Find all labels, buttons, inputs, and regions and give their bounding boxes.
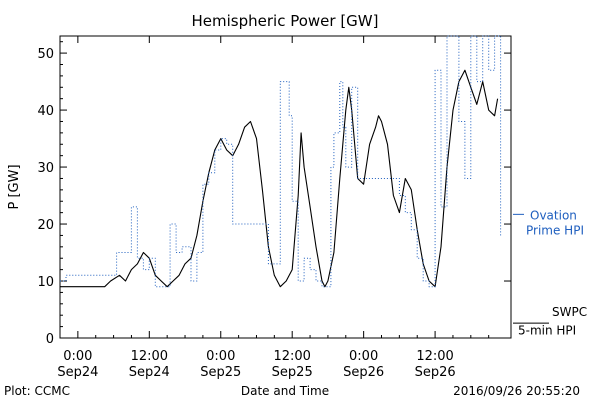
x-tick-label-time: 0:00 bbox=[206, 349, 235, 364]
legend-swpc-label: SWPC bbox=[552, 305, 587, 319]
x-tick-label-time: 0:00 bbox=[349, 349, 378, 364]
plot-credit: Plot: CCMC bbox=[4, 384, 70, 398]
y-axis-label: P [GW] bbox=[7, 164, 22, 209]
y-tick-label: 0 bbox=[46, 332, 54, 347]
x-tick-label-time: 12:00 bbox=[416, 349, 453, 364]
x-axis-label: Date and Time bbox=[241, 384, 329, 398]
chart-title: Hemispheric Power [GW] bbox=[192, 12, 379, 30]
x-tick-label-time: 0:00 bbox=[63, 349, 92, 364]
x-tick-label-date: Sep26 bbox=[343, 365, 384, 380]
x-tick-label-date: Sep24 bbox=[129, 365, 170, 380]
y-tick-label: 30 bbox=[37, 161, 54, 176]
x-axis: 0:00Sep2412:00Sep240:00Sep2512:00Sep250:… bbox=[57, 36, 490, 380]
x-tick-label-date: Sep25 bbox=[272, 365, 313, 380]
y-tick-label: 40 bbox=[37, 104, 54, 119]
legend-swpc-label: 5-min HPI bbox=[518, 324, 576, 338]
x-tick-label-time: 12:00 bbox=[131, 349, 168, 364]
y-tick-label: 10 bbox=[37, 275, 54, 290]
y-tick-label: 20 bbox=[37, 218, 54, 233]
plot-frame bbox=[59, 35, 512, 339]
legend-ovation-label: Prime HPI bbox=[526, 223, 584, 237]
series-layer bbox=[60, 35, 502, 288]
swpc-hpi-line bbox=[60, 69, 499, 288]
legend-ovation-label: Ovation bbox=[530, 208, 577, 222]
ovation-prime-hpi-line bbox=[60, 35, 502, 288]
y-axis: 0 10 20 30 40 50 bbox=[37, 41, 511, 347]
x-tick-label-time: 12:00 bbox=[273, 349, 310, 364]
plot-timestamp: 2016/09/26 20:55:20 bbox=[453, 384, 580, 398]
x-tick-label-date: Sep24 bbox=[57, 365, 98, 380]
x-tick-label-date: Sep26 bbox=[415, 365, 456, 380]
x-tick-label-date: Sep25 bbox=[200, 365, 241, 380]
y-tick-label: 50 bbox=[37, 47, 54, 62]
